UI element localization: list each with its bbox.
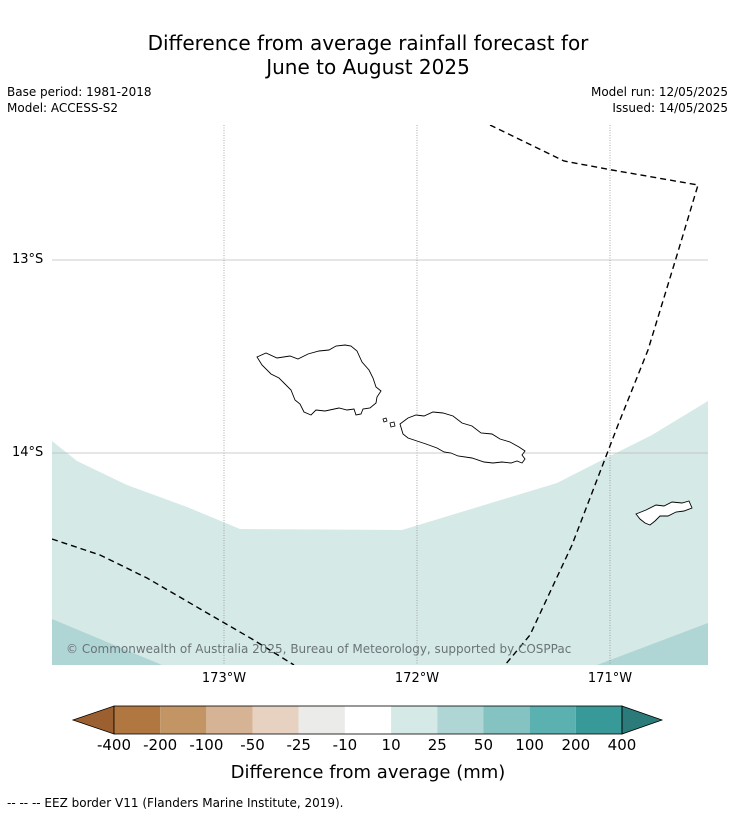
lon-label-173w: 173°W — [201, 671, 247, 686]
eez-border-footnote: -- -- -- EEZ border V11 (Flanders Marine… — [7, 796, 344, 810]
model-label: Model: ACCESS-S2 — [7, 101, 119, 115]
colorbar-segment — [483, 706, 530, 734]
colorbar-segment — [252, 706, 299, 734]
colorbar-tick-label: -10 — [332, 736, 358, 754]
tutuila-island-outline — [635, 500, 693, 526]
lat-label-13s: 13°S — [12, 252, 44, 267]
colorbar-segment — [160, 706, 207, 734]
colorbar-segment — [529, 706, 576, 734]
base-period-label: Base period: 1981-2018 — [7, 85, 152, 99]
rainfall-band-25-50-east — [597, 623, 708, 665]
rainfall-band-25-50-west — [52, 619, 162, 665]
lon-label-171w: 171°W — [587, 671, 633, 686]
colorbar-tick-label: -200 — [143, 736, 178, 754]
colorbar — [71, 705, 664, 735]
savaii-island-outline — [256, 344, 382, 416]
colorbar-title: Difference from average (mm) — [230, 762, 506, 783]
colorbar-tick-label: 200 — [561, 736, 591, 754]
colorbar-extend-high — [621, 705, 664, 735]
colorbar-segment — [206, 706, 253, 734]
colorbar-tick-label: -50 — [240, 736, 265, 754]
manono-islet-outline — [382, 417, 388, 423]
colorbar-tick-label: -25 — [286, 736, 311, 754]
colorbar-tick-label: 10 — [381, 736, 401, 754]
upolu-island-outline — [399, 411, 526, 464]
apolima-islet-outline — [389, 421, 396, 428]
colorbar-frame — [113, 705, 623, 735]
chart-title-line-2: June to August 2025 — [266, 55, 470, 79]
colorbar-tick-label: -100 — [189, 736, 224, 754]
map-panel — [52, 125, 708, 665]
model-run-label: Model run: 12/05/2025 — [590, 85, 728, 99]
rainfall-band-10-25 — [52, 401, 708, 665]
copyright-notice: © Commonwealth of Australia 2025, Bureau… — [66, 642, 572, 656]
colorbar-tick-label: 100 — [515, 736, 544, 754]
colorbar-segment — [391, 706, 438, 734]
colorbar-segment — [344, 706, 392, 734]
colorbar-tick-label: 400 — [607, 736, 637, 754]
colorbar-segment — [575, 706, 622, 734]
issued-label: Issued: 14/05/2025 — [612, 101, 728, 115]
colorbar-tick-label: 50 — [473, 736, 493, 754]
colorbar-segment — [437, 706, 484, 734]
colorbar-segment — [114, 706, 161, 734]
colorbar-extend-low — [71, 705, 115, 735]
colorbar-tick-label: 25 — [427, 736, 447, 754]
eez-border-north-east — [489, 125, 699, 665]
lon-label-172w: 172°W — [394, 671, 440, 686]
colorbar-segment — [298, 706, 345, 734]
chart-title-line-1: Difference from average rainfall forecas… — [147, 31, 589, 55]
colorbar-tick-label: -400 — [96, 736, 132, 754]
lat-label-14s: 14°S — [12, 445, 44, 460]
eez-border-south-west — [52, 538, 295, 665]
